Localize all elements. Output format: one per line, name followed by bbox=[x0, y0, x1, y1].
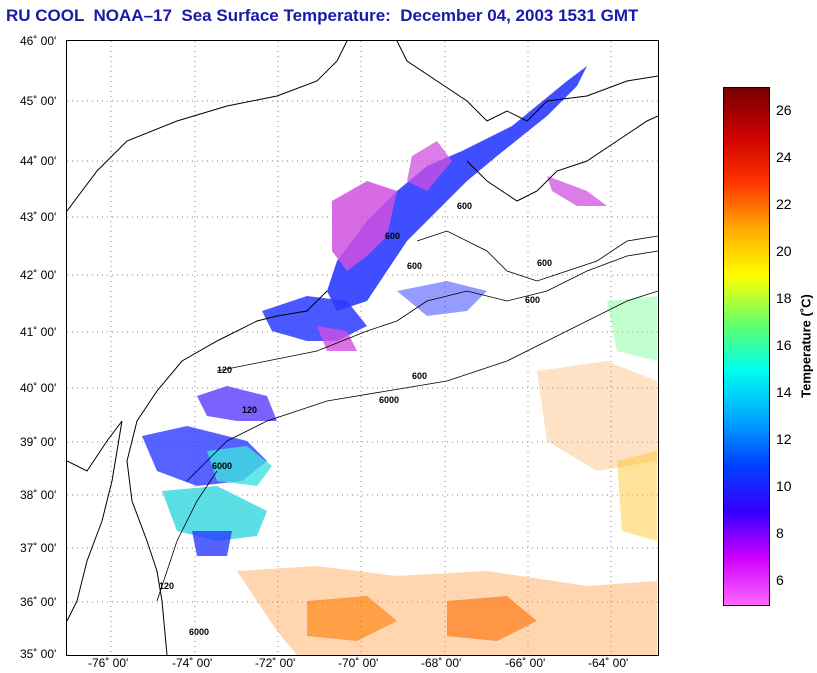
colorbar-title: Temperature (˚C) bbox=[798, 294, 814, 398]
isobath-label: 6000 bbox=[189, 627, 209, 637]
lat-label-42: 42˚ 00' bbox=[20, 268, 57, 282]
sst-map-panel: 600 600 600 600 600 120 120 600 6000 600… bbox=[66, 40, 659, 656]
lon-label-72: -72˚ 00' bbox=[255, 656, 296, 670]
colorbar-tick-22: 22 bbox=[776, 196, 792, 212]
colorbar-tick-10: 10 bbox=[776, 478, 792, 494]
isobaths bbox=[156, 230, 658, 602]
isobath-label: 600 bbox=[412, 371, 427, 381]
lat-label-41: 41˚ 00' bbox=[20, 325, 57, 339]
lat-label-40: 40˚ 00' bbox=[20, 381, 57, 395]
coastline bbox=[67, 41, 658, 655]
graticule bbox=[67, 41, 658, 655]
lat-label-36: 36˚ 00' bbox=[20, 595, 57, 609]
lon-label-68: -68˚ 00' bbox=[421, 656, 462, 670]
lon-label-74: -74˚ 00' bbox=[172, 656, 213, 670]
sst-warm-patches bbox=[237, 296, 657, 655]
colorbar-tick-26: 26 bbox=[776, 102, 792, 118]
colorbar-tick-8: 8 bbox=[776, 525, 784, 541]
isobath-label: 600 bbox=[385, 231, 400, 241]
lon-label-70: -70˚ 00' bbox=[338, 656, 379, 670]
lon-label-64: -64˚ 00' bbox=[588, 656, 629, 670]
isobath-label: 600 bbox=[407, 261, 422, 271]
isobath-label: 120 bbox=[217, 365, 232, 375]
lat-label-45: 45˚ 00' bbox=[20, 94, 57, 108]
isobath-label: 120 bbox=[242, 405, 257, 415]
colorbar-tick-6: 6 bbox=[776, 572, 784, 588]
colorbar-tick-16: 16 bbox=[776, 337, 792, 353]
lat-label-43: 43˚ 00' bbox=[20, 210, 57, 224]
sst-cold-patches bbox=[142, 66, 607, 556]
isobath-label: 600 bbox=[457, 201, 472, 211]
lat-label-44: 44˚ 00' bbox=[20, 154, 57, 168]
lat-label-46: 46˚ 00' bbox=[20, 34, 57, 48]
isobath-label: 6000 bbox=[379, 395, 399, 405]
temperature-colorbar bbox=[723, 87, 770, 606]
map-title: RU COOL NOAA–17 Sea Surface Temperature:… bbox=[6, 6, 639, 25]
isobath-label: 120 bbox=[159, 581, 174, 591]
lon-label-66: -66˚ 00' bbox=[505, 656, 546, 670]
isobath-labels: 600 600 600 600 600 120 120 600 6000 600… bbox=[159, 201, 552, 637]
colorbar-tick-24: 24 bbox=[776, 149, 792, 165]
lat-label-35: 35˚ 00' bbox=[20, 647, 57, 661]
lat-label-37: 37˚ 00' bbox=[20, 541, 57, 555]
lat-label-39: 39˚ 00' bbox=[20, 435, 57, 449]
colorbar-tick-12: 12 bbox=[776, 431, 792, 447]
colorbar-tick-18: 18 bbox=[776, 290, 792, 306]
colorbar-tick-14: 14 bbox=[776, 384, 792, 400]
isobath-label: 6000 bbox=[212, 461, 232, 471]
colorbar-tick-20: 20 bbox=[776, 243, 792, 259]
lat-label-38: 38˚ 00' bbox=[20, 488, 57, 502]
sst-map: 600 600 600 600 600 120 120 600 6000 600… bbox=[67, 41, 658, 655]
isobath-label: 600 bbox=[525, 295, 540, 305]
isobath-label: 600 bbox=[537, 258, 552, 268]
lon-label-76: -76˚ 00' bbox=[88, 656, 129, 670]
